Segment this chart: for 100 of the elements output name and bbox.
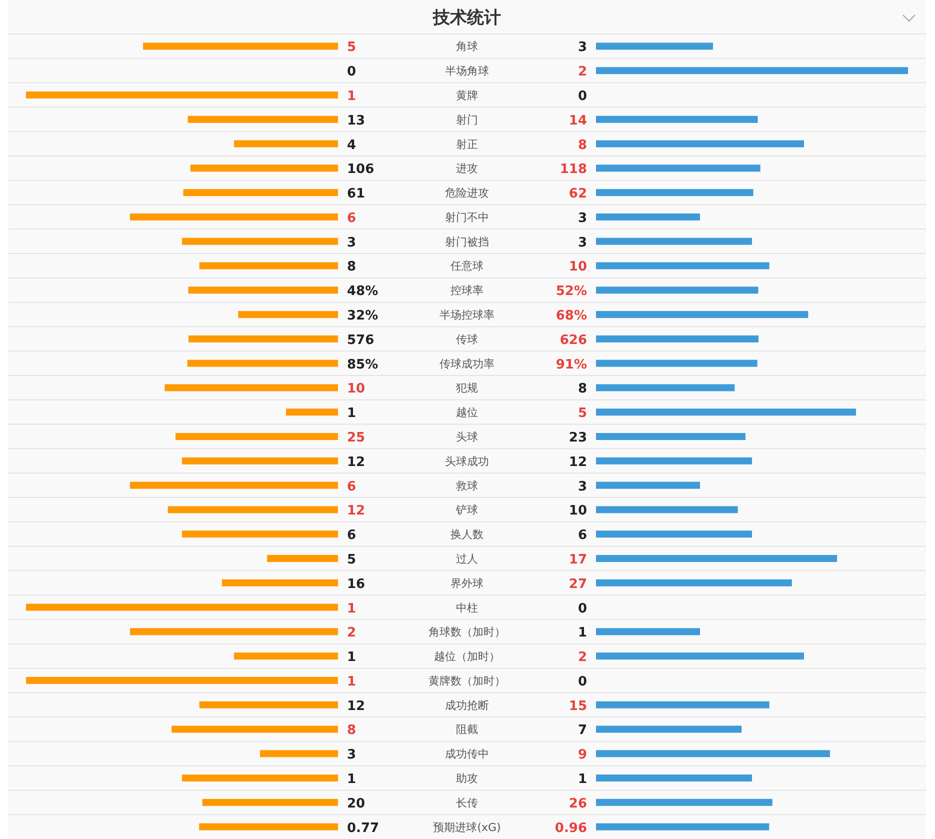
data-label: 23 bbox=[568, 430, 587, 446]
data-label: 1 bbox=[578, 626, 587, 641]
category-label: 越位（加时） bbox=[434, 650, 500, 664]
category-label: 传球 bbox=[456, 332, 478, 346]
data-label: 8 bbox=[578, 382, 587, 397]
category-label: 过人 bbox=[456, 552, 478, 566]
category-label: 助攻 bbox=[456, 772, 478, 786]
data-label: 10 bbox=[568, 504, 587, 519]
data-label: 3 bbox=[347, 235, 356, 250]
data-label: 0 bbox=[578, 674, 587, 690]
data-label: 5 bbox=[347, 552, 356, 568]
category-label: 头球 bbox=[456, 430, 478, 444]
category-label: 犯规 bbox=[456, 382, 478, 395]
data-label: 0.77 bbox=[347, 820, 380, 836]
data-label: 9 bbox=[578, 748, 587, 763]
data-label: 62 bbox=[568, 186, 587, 202]
data-label: 576 bbox=[347, 332, 374, 348]
data-label: 91% bbox=[556, 357, 587, 372]
category-label: 传球成功率 bbox=[440, 357, 494, 370]
data-label: 626 bbox=[560, 332, 587, 348]
data-label: 0 bbox=[578, 88, 587, 104]
data-label: 0.96 bbox=[554, 820, 587, 836]
category-label: 任意球 bbox=[450, 260, 484, 273]
data-label: 12 bbox=[347, 454, 366, 470]
data-label: 1 bbox=[347, 601, 356, 616]
category-label: 救球 bbox=[455, 479, 478, 492]
data-label: 12 bbox=[568, 454, 587, 470]
data-label: 2 bbox=[347, 626, 356, 641]
category-label: 中柱 bbox=[456, 601, 478, 614]
data-label: 12 bbox=[347, 504, 366, 519]
data-label: 1 bbox=[578, 772, 587, 788]
category-label: 危险进攻 bbox=[445, 186, 489, 200]
data-label: 0 bbox=[578, 601, 587, 616]
category-label: 射正 bbox=[456, 138, 478, 151]
data-label: 25 bbox=[347, 430, 366, 446]
category-label: 射门被挡 bbox=[445, 235, 489, 248]
category-label: 黄牌数（加时） bbox=[428, 674, 506, 688]
data-label: 1 bbox=[347, 650, 356, 666]
data-label: 15 bbox=[568, 698, 587, 714]
category-label: 换人数 bbox=[450, 528, 484, 542]
category-label: 头球成功 bbox=[445, 454, 489, 468]
category-label: 越位 bbox=[456, 406, 478, 420]
data-label: 1 bbox=[347, 674, 356, 690]
data-label: 32% bbox=[347, 308, 378, 324]
data-label: 4 bbox=[347, 138, 356, 153]
data-label: 3 bbox=[578, 210, 587, 226]
category-label: 射门 bbox=[456, 113, 478, 126]
category-label: 半场角球 bbox=[445, 64, 489, 78]
data-label: 48% bbox=[347, 284, 378, 300]
data-label: 27 bbox=[568, 576, 587, 592]
data-label: 52% bbox=[556, 284, 587, 300]
data-label: 13 bbox=[347, 113, 366, 128]
data-label: 8 bbox=[347, 723, 356, 738]
data-label: 26 bbox=[568, 796, 587, 812]
category-label: 控球率 bbox=[450, 284, 484, 298]
data-label: 12 bbox=[347, 698, 366, 714]
data-label: 106 bbox=[347, 162, 374, 178]
category-label: 进攻 bbox=[456, 162, 478, 176]
data-label: 6 bbox=[347, 528, 356, 544]
data-label: 6 bbox=[578, 528, 587, 544]
data-label: 61 bbox=[347, 186, 366, 202]
text: 技术统计 bbox=[432, 8, 501, 28]
data-label: 1 bbox=[347, 88, 356, 104]
data-label: 10 bbox=[568, 260, 587, 275]
data-label: 10 bbox=[347, 382, 366, 397]
category-label: 射门不中 bbox=[445, 210, 489, 224]
data-label: 5 bbox=[347, 40, 356, 56]
data-label: 8 bbox=[347, 260, 356, 275]
category-label: 成功抢断 bbox=[445, 698, 489, 712]
data-label: 5 bbox=[578, 406, 587, 422]
data-label: 7 bbox=[578, 723, 587, 738]
category-label: 界外球 bbox=[450, 576, 484, 590]
data-label: 0 bbox=[347, 64, 356, 80]
data-label: 118 bbox=[560, 162, 587, 178]
data-label: 68% bbox=[556, 308, 587, 324]
data-label: 1 bbox=[347, 772, 356, 788]
data-label: 1 bbox=[347, 406, 356, 422]
category-label: 长传 bbox=[456, 796, 478, 810]
category-label: 角球 bbox=[456, 40, 478, 54]
data-label: 3 bbox=[578, 40, 587, 56]
data-label: 6 bbox=[347, 479, 356, 494]
category-label: 半场控球率 bbox=[440, 308, 494, 322]
category-label: 黄牌 bbox=[456, 88, 478, 102]
data-label: 14 bbox=[568, 113, 587, 128]
data-label: 8 bbox=[578, 138, 587, 153]
category-label: 铲球 bbox=[455, 504, 478, 517]
category-label: 阻截 bbox=[456, 723, 478, 736]
data-label: 85% bbox=[347, 357, 378, 372]
data-label: 6 bbox=[347, 210, 356, 226]
data-label: 20 bbox=[347, 796, 366, 812]
data-label: 16 bbox=[347, 576, 366, 592]
category-label: 成功传中 bbox=[445, 748, 489, 761]
category-label: 预期进球(xG) bbox=[433, 820, 501, 834]
category-label: 角球数（加时） bbox=[428, 626, 506, 639]
data-label: 2 bbox=[578, 650, 587, 666]
data-label: 17 bbox=[568, 552, 587, 568]
data-label: 3 bbox=[578, 235, 587, 250]
data-label: 3 bbox=[578, 479, 587, 494]
data-label: 2 bbox=[578, 64, 587, 80]
data-label: 3 bbox=[347, 748, 356, 763]
